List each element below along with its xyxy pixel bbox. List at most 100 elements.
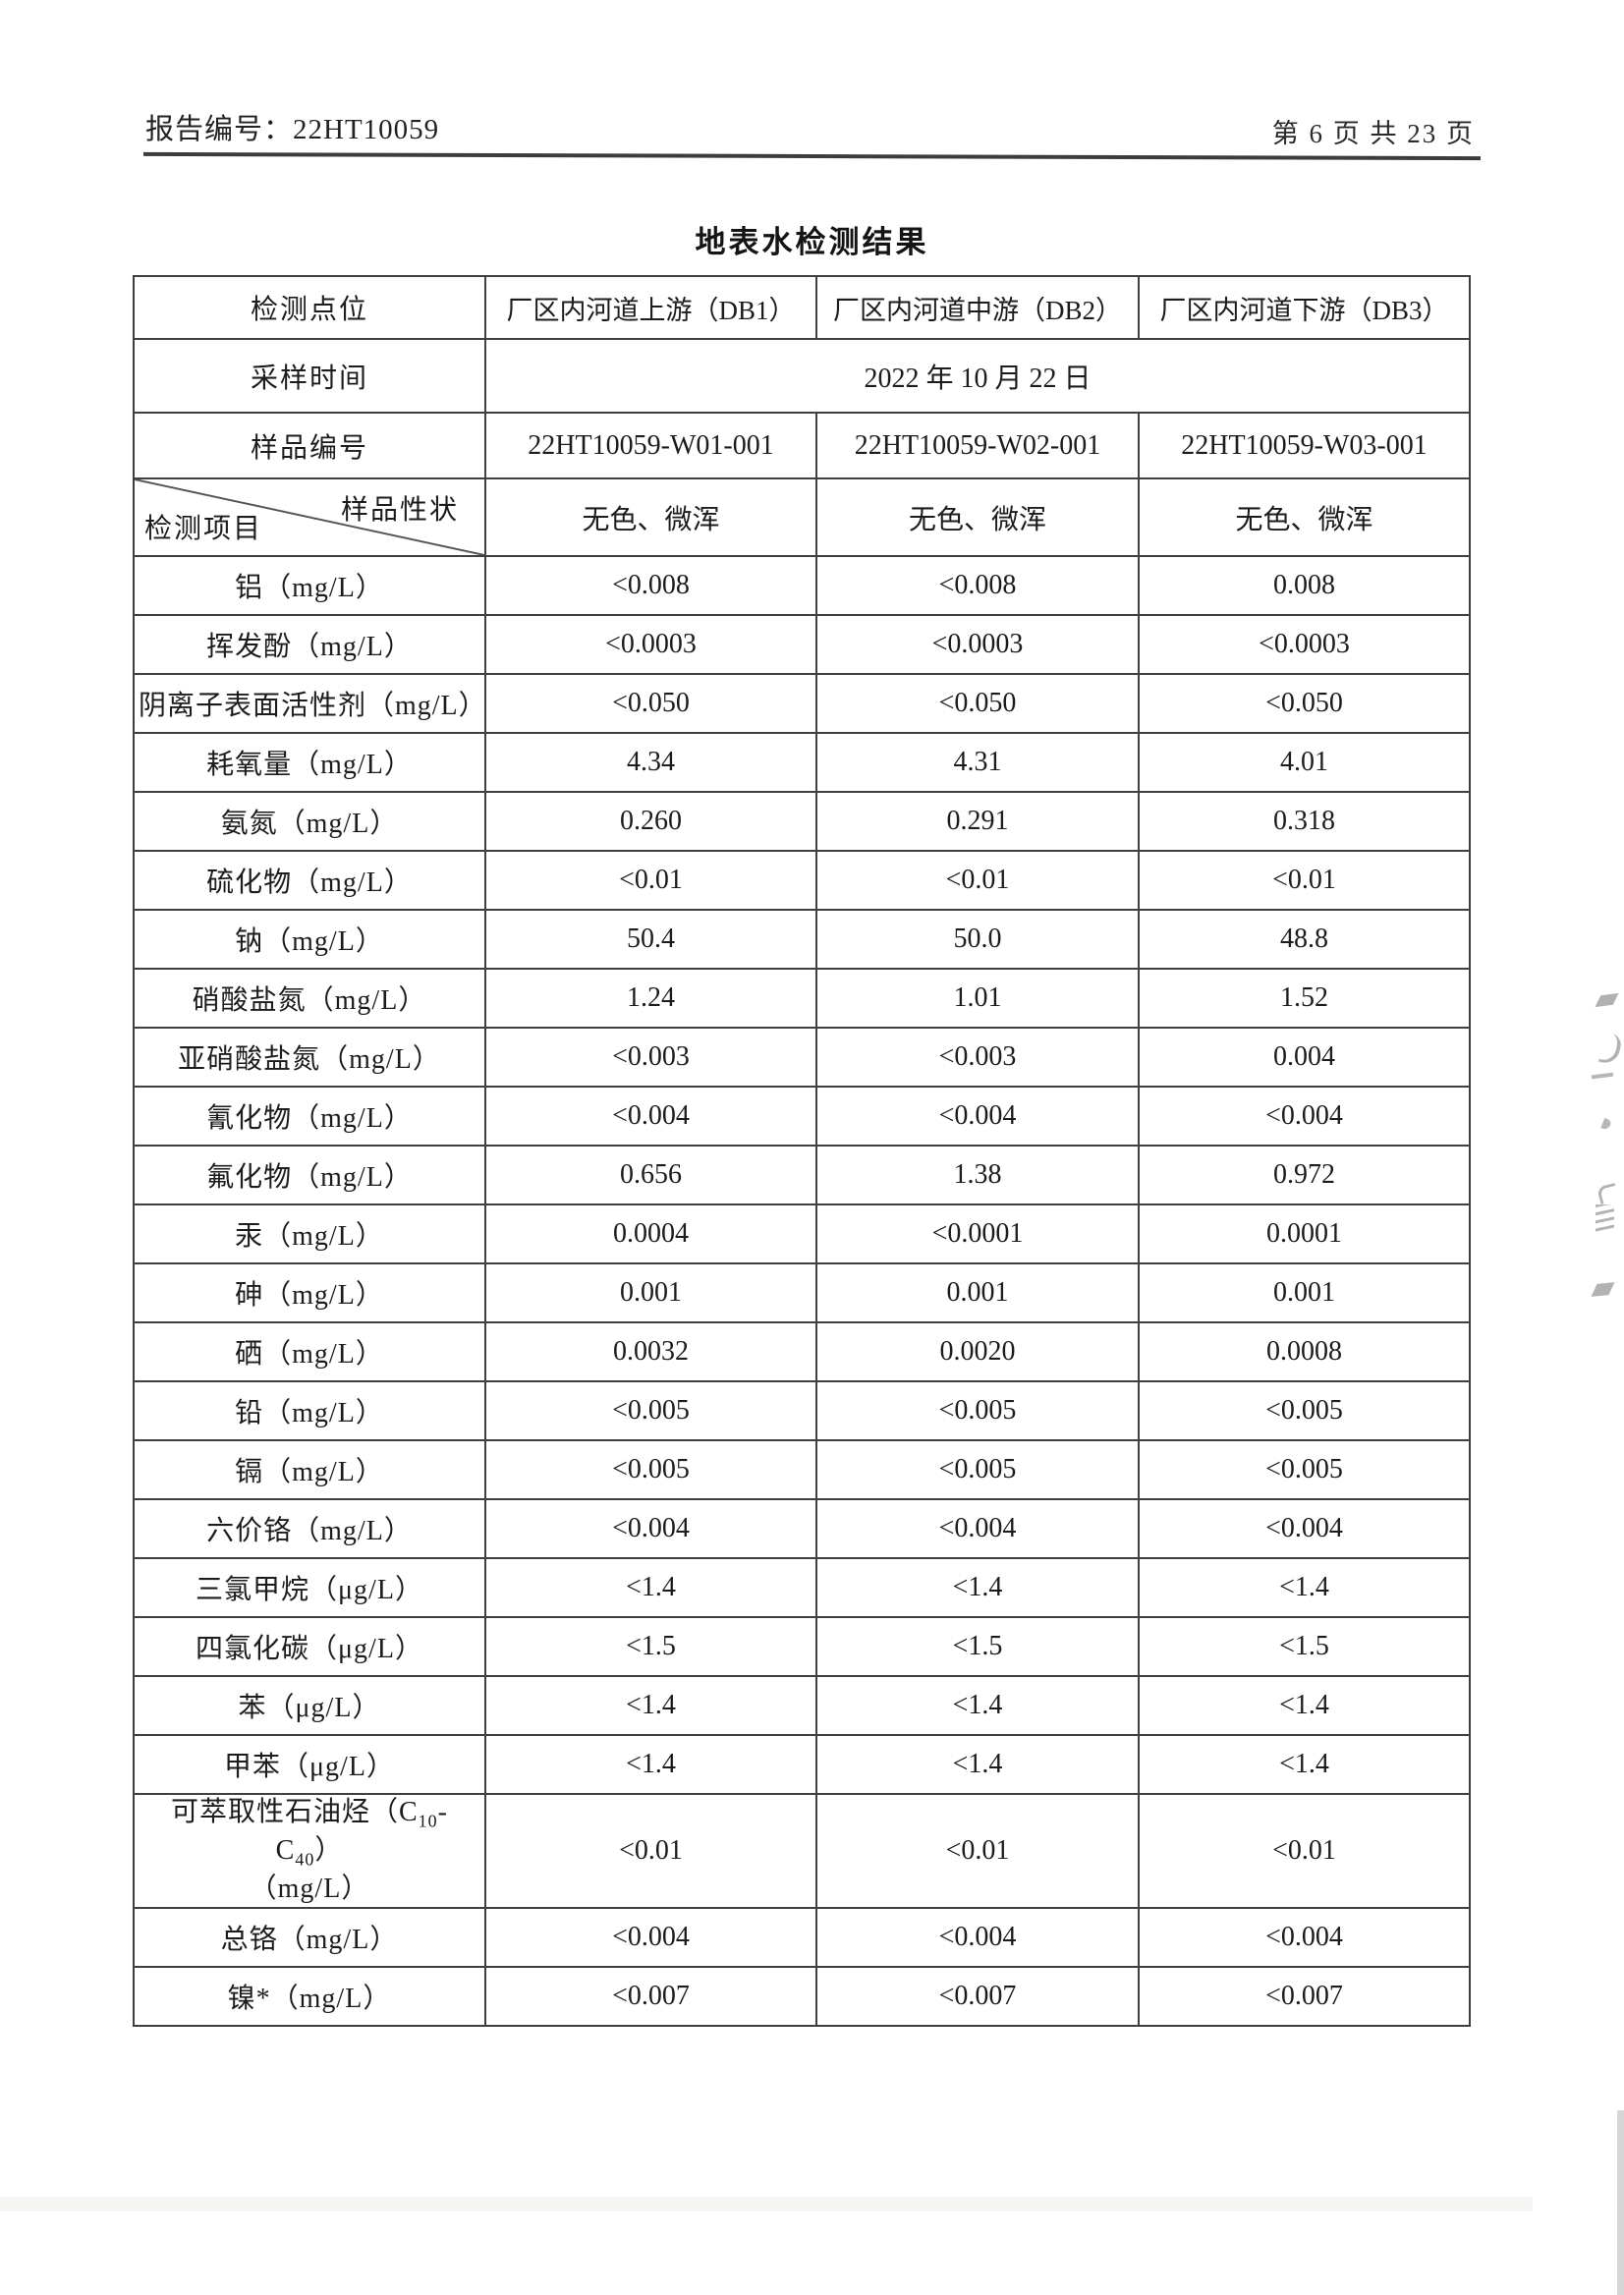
table-row: 硝酸盐氮（mg/L） 1.24 1.01 1.52 (133, 968, 1471, 1029)
value-cell: <0.004 (484, 1498, 817, 1559)
parameter-label: 氰化物（mg/L） (133, 1086, 486, 1147)
table-row: 铅（mg/L） <0.005 <0.005 <0.005 (133, 1380, 1471, 1441)
table-row: 钠（mg/L） 50.4 50.0 48.8 (133, 909, 1471, 970)
monitoring-point-db1: 厂区内河道上游（DB1） (484, 275, 817, 340)
value-cell: <0.050 (1138, 673, 1471, 734)
value-cell: <0.007 (1138, 1966, 1471, 2028)
parameter-label: 六价铬（mg/L） (133, 1498, 486, 1559)
table-row: 可萃取性石油烃（C10-C40） （mg/L） <0.01 <0.01 <0.01 (133, 1792, 1471, 1910)
scan-artifact (1591, 1072, 1614, 1080)
value-cell: <0.004 (1138, 1086, 1471, 1147)
value-cell: <1.4 (484, 1557, 817, 1618)
parameter-label: 镍*（mg/L） (133, 1966, 486, 2028)
value-cell: 0.0020 (815, 1321, 1140, 1382)
parameter-label: 氟化物（mg/L） (133, 1145, 486, 1205)
value-cell: <0.005 (484, 1439, 817, 1500)
monitoring-point-db3: 厂区内河道下游（DB3） (1138, 275, 1471, 340)
value-cell: 0.260 (484, 791, 817, 852)
report-number: 报告编号：22HT10059 (145, 114, 440, 145)
value-cell: 0.0008 (1138, 1321, 1471, 1382)
value-cell: <1.4 (815, 1675, 1140, 1736)
page-title: 地表水检测结果 (695, 225, 929, 259)
value-cell: <0.004 (815, 1086, 1140, 1147)
value-cell: <0.004 (815, 1907, 1140, 1969)
parameter-label: 三氯甲烷（μg/L） (133, 1557, 486, 1618)
value-cell: <0.005 (1138, 1439, 1471, 1500)
value-cell: <0.008 (815, 555, 1140, 616)
diagonal-header-cell: 样品性状 检测项目 (133, 477, 486, 557)
value-cell: 50.4 (484, 909, 817, 970)
parameter-label: 硒（mg/L） (133, 1321, 486, 1382)
value-cell: <0.050 (484, 673, 817, 734)
table-row: 总铬（mg/L） <0.004 <0.004 <0.004 (133, 1907, 1471, 1969)
value-cell: <0.007 (484, 1966, 817, 2028)
parameter-label: 总铬（mg/L） (133, 1907, 486, 1969)
table-row: 苯（μg/L） <1.4 <1.4 <1.4 (133, 1675, 1471, 1736)
header-divider-line (142, 151, 1482, 161)
value-cell: 1.24 (484, 968, 817, 1029)
table-row: 亚硝酸盐氮（mg/L） <0.003 <0.003 0.004 (133, 1027, 1471, 1088)
value-cell: 1.38 (815, 1145, 1140, 1205)
sampling-time-value: 2022 年 10 月 22 日 (484, 338, 1471, 414)
sample-number-w02: 22HT10059-W02-001 (815, 412, 1140, 479)
parameter-label: 铅（mg/L） (133, 1380, 486, 1441)
value-cell: 50.0 (815, 909, 1140, 970)
table-row: 汞（mg/L） 0.0004 <0.0001 0.0001 (133, 1203, 1471, 1264)
table-row: 四氯化碳（μg/L） <1.5 <1.5 <1.5 (133, 1616, 1471, 1677)
value-cell: <1.4 (1138, 1734, 1471, 1795)
value-cell: 0.001 (484, 1262, 817, 1323)
value-cell: 0.656 (484, 1145, 817, 1205)
value-cell: 0.0001 (1138, 1203, 1471, 1264)
parameter-label: 耗氧量（mg/L） (133, 732, 486, 793)
sampling-time-row: 采样时间 2022 年 10 月 22 日 (133, 338, 1471, 414)
scan-artifact (1595, 992, 1619, 1008)
value-cell: 0.0032 (484, 1321, 817, 1382)
table-row: 镉（mg/L） <0.005 <0.005 <0.005 (133, 1439, 1471, 1500)
sample-character-db3: 无色、微浑 (1138, 477, 1471, 557)
parameter-label: 可萃取性石油烃（C10-C40） （mg/L） (133, 1792, 486, 1910)
value-cell: <0.01 (815, 1792, 1140, 1910)
value-cell: 1.52 (1138, 968, 1471, 1029)
value-cell: <0.01 (484, 1792, 817, 1910)
value-cell: <0.004 (1138, 1498, 1471, 1559)
value-cell: <0.0003 (1138, 614, 1471, 675)
value-cell: <0.005 (815, 1380, 1140, 1441)
value-cell: <0.01 (1138, 850, 1471, 911)
value-cell: <0.004 (484, 1086, 817, 1147)
scan-artifact (1591, 1282, 1615, 1297)
table-row: 氨氮（mg/L） 0.260 0.291 0.318 (133, 791, 1471, 852)
parameter-label: 硫化物（mg/L） (133, 850, 486, 911)
value-cell: 0.004 (1138, 1027, 1471, 1088)
value-cell: 4.34 (484, 732, 817, 793)
parameter-label: 镉（mg/L） (133, 1439, 486, 1500)
scan-artifact (1617, 2110, 1624, 2295)
table-row: 铝（mg/L） <0.008 <0.008 0.008 (133, 555, 1471, 616)
value-cell: <0.01 (815, 850, 1140, 911)
table-row: 三氯甲烷（μg/L） <1.4 <1.4 <1.4 (133, 1557, 1471, 1618)
monitoring-point-db2: 厂区内河道中游（DB2） (815, 275, 1140, 340)
scan-artifact (1600, 1117, 1612, 1132)
value-cell: 0.972 (1138, 1145, 1471, 1205)
parameter-label: 苯（μg/L） (133, 1675, 486, 1736)
parameter-label: 钠（mg/L） (133, 909, 486, 970)
value-cell: 0.318 (1138, 791, 1471, 852)
value-cell: <0.005 (484, 1380, 817, 1441)
surface-water-results-table: 检测点位 厂区内河道上游（DB1） 厂区内河道中游（DB2） 厂区内河道下游（D… (133, 275, 1471, 2028)
table-row: 硒（mg/L） 0.0032 0.0020 0.0008 (133, 1321, 1471, 1382)
value-cell: <0.003 (815, 1027, 1140, 1088)
value-cell: 0.291 (815, 791, 1140, 852)
value-cell: <0.008 (484, 555, 817, 616)
sample-character-db1: 无色、微浑 (484, 477, 817, 557)
table-row: 耗氧量（mg/L） 4.34 4.31 4.01 (133, 732, 1471, 793)
monitoring-point-row: 检测点位 厂区内河道上游（DB1） 厂区内河道中游（DB2） 厂区内河道下游（D… (133, 275, 1471, 340)
value-cell: <0.004 (815, 1498, 1140, 1559)
table-row: 氟化物（mg/L） 0.656 1.38 0.972 (133, 1145, 1471, 1205)
value-cell: 0.001 (815, 1262, 1140, 1323)
parameter-label: 甲苯（μg/L） (133, 1734, 486, 1795)
sample-number-w03: 22HT10059-W03-001 (1138, 412, 1471, 479)
parameter-label: 亚硝酸盐氮（mg/L） (133, 1027, 486, 1088)
table-row: 镍*（mg/L） <0.007 <0.007 <0.007 (133, 1966, 1471, 2028)
scan-artifact (1596, 1182, 1619, 1205)
value-cell: 48.8 (1138, 909, 1471, 970)
value-cell: <1.4 (484, 1734, 817, 1795)
